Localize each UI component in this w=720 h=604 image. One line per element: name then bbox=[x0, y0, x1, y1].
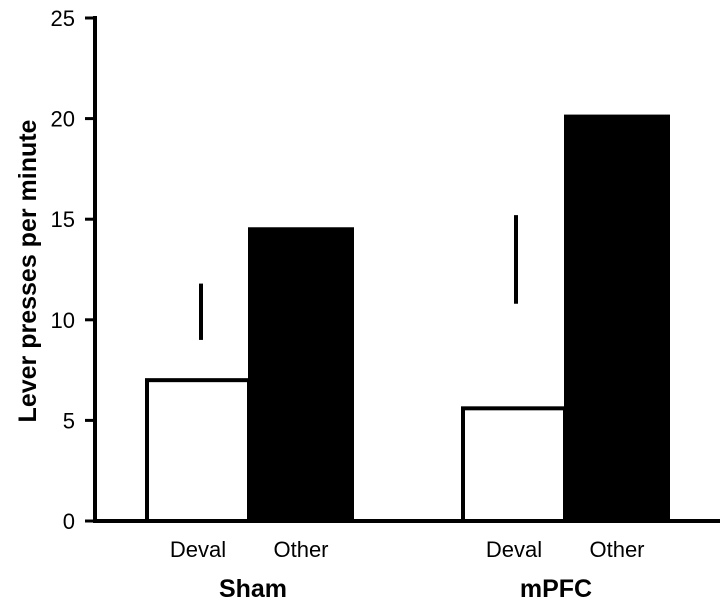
y-tick-label: 10 bbox=[51, 308, 75, 333]
x-category-label: Deval bbox=[170, 537, 226, 562]
labels: 0 5 10 15 20 25 Deval Other Sham Deval Other mPFC bbox=[51, 6, 645, 603]
bar-mpfc-deval bbox=[461, 406, 567, 523]
x-group-label: mPFC bbox=[520, 575, 592, 603]
x-category-label: Other bbox=[273, 537, 328, 562]
y-tick-label: 15 bbox=[51, 207, 75, 232]
x-group-label: Sham bbox=[219, 575, 287, 603]
y-tick-label: 20 bbox=[51, 107, 75, 132]
y-axis-title: Lever presses per minute bbox=[14, 119, 42, 422]
y-tick-label: 5 bbox=[63, 408, 75, 433]
bar-sham-deval bbox=[145, 378, 251, 523]
bars bbox=[145, 114, 670, 523]
x-category-label: Other bbox=[589, 537, 644, 562]
bar-mpfc-other bbox=[564, 114, 670, 523]
y-tick-label: 0 bbox=[63, 509, 75, 534]
x-category-label: Deval bbox=[486, 537, 542, 562]
bar-sham-other bbox=[248, 227, 354, 523]
y-tick-label: 25 bbox=[51, 6, 75, 31]
